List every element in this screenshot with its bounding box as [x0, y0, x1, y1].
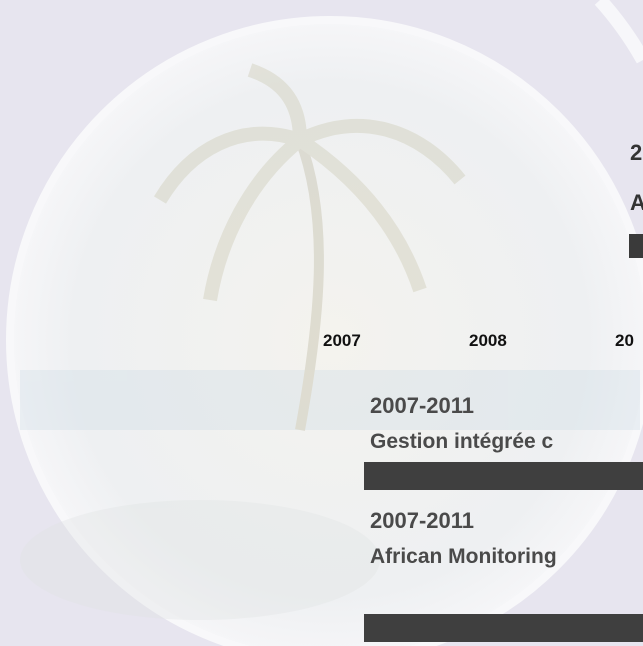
project-bar [364, 614, 643, 642]
timeline-graphic: 2 A 2007 2008 20 2007-2011 Gestion intég… [0, 0, 643, 646]
project-bar [364, 462, 643, 490]
page: {"header": {"lines": ["2", "A"]}, "timel… [0, 0, 643, 646]
project-title: Gestion intégrée c [370, 430, 554, 453]
project-period: 2007-2011 [370, 508, 474, 533]
year-label: 2008 [469, 331, 507, 350]
year-label: 20 [615, 331, 634, 350]
project-period: 2007-2011 [370, 393, 474, 418]
header-line: A [630, 190, 643, 215]
header-bar [629, 234, 643, 258]
year-label: 2007 [323, 331, 361, 350]
header-line: 2 [630, 140, 642, 165]
project-title: African Monitoring [370, 545, 557, 568]
